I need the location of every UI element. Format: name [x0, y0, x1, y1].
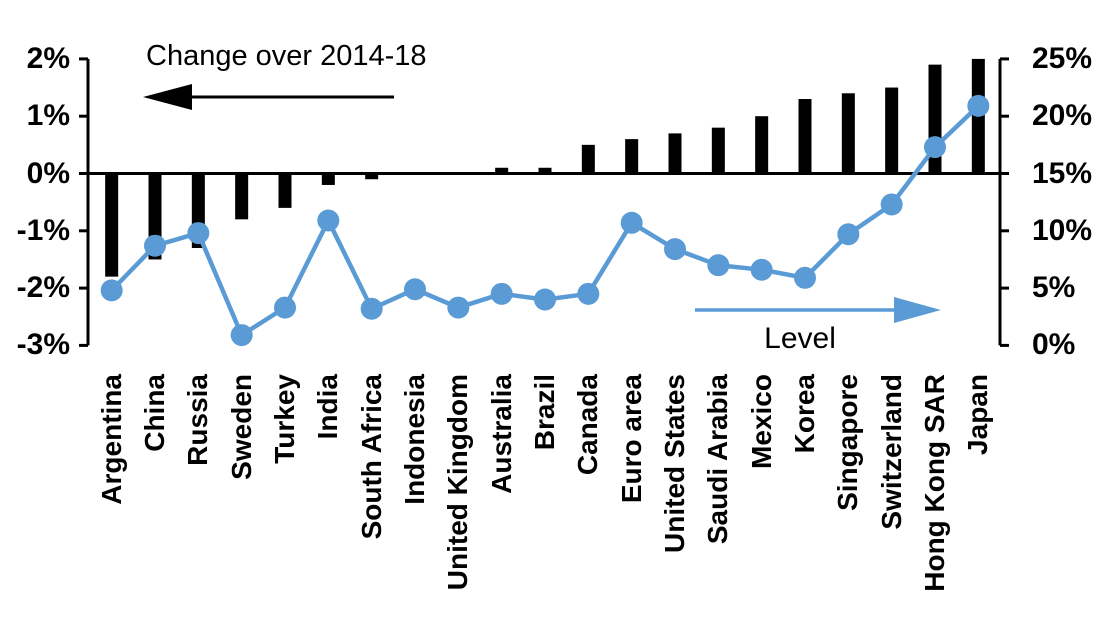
left-axis-tick-label: 0% [26, 156, 70, 190]
right-axis-tick-label: 5% [1032, 271, 1076, 305]
level-dot [577, 282, 600, 305]
level-dot [490, 282, 513, 305]
category-label: China [139, 374, 170, 452]
level-dot [750, 258, 773, 281]
level-dot [317, 209, 340, 232]
change-bar [841, 93, 855, 174]
change-bar [798, 99, 812, 174]
change-bar [711, 127, 725, 174]
category-label: Indonesia [399, 374, 430, 505]
level-dot [404, 278, 426, 301]
category-label: India [312, 374, 344, 440]
level-arrow-head [894, 297, 941, 323]
level-dot [360, 297, 383, 320]
right-axis-tick-label: 25% [1032, 41, 1093, 75]
category-label: Singapore [832, 374, 864, 511]
category-label: Japan [962, 374, 994, 455]
level-dot [794, 266, 816, 289]
change-bar [755, 116, 769, 174]
category-label: Mexico [745, 374, 777, 469]
category-label: Euro area [615, 374, 647, 504]
left-axis-tick-label: -2% [16, 271, 70, 305]
level-dot [274, 296, 296, 319]
left-axis-tick-label: 2% [26, 41, 70, 75]
level-dot [447, 296, 470, 319]
level-dot [837, 223, 860, 246]
category-label: South Africa [355, 374, 387, 540]
category-label: United States [659, 374, 690, 553]
category-label: United Kingdom [442, 374, 474, 591]
change-bar [625, 139, 639, 174]
change-bar [235, 173, 249, 220]
level-series-label: Level [764, 322, 836, 355]
change-bar [495, 167, 509, 174]
level-dot [187, 222, 210, 245]
category-label: Turkey [269, 374, 300, 464]
change-bar [278, 173, 292, 208]
change-bar [365, 173, 379, 180]
level-dot [534, 288, 556, 311]
level-dot [100, 279, 123, 302]
category-label: Switzerland [875, 374, 907, 530]
level-dot [230, 324, 253, 347]
change-series-label: Change over 2014-18 [146, 40, 427, 72]
category-label: Korea [789, 374, 820, 454]
left-axis-tick-label: 1% [26, 99, 70, 133]
right-axis-tick-label: 0% [1032, 328, 1076, 362]
change-bar [885, 87, 899, 174]
category-label: Argentina [95, 374, 127, 505]
level-dot [144, 234, 166, 257]
change-bar [581, 144, 595, 174]
change-bar [668, 133, 682, 174]
level-dot [967, 94, 990, 117]
category-label: Brazil [529, 374, 560, 451]
right-axis-tick-label: 15% [1032, 156, 1093, 190]
change-bar [538, 167, 552, 174]
level-dot [707, 254, 730, 277]
category-label: Russia [182, 374, 214, 466]
level-dot [880, 193, 903, 216]
right-axis-tick-label: 20% [1032, 99, 1093, 133]
right-axis-tick-label: 10% [1032, 213, 1093, 247]
change-bar [321, 173, 335, 185]
left-axis-tick-label: -1% [16, 213, 70, 247]
category-label: Canada [572, 374, 604, 476]
category-label: Hong Kong SAR [919, 374, 950, 592]
level-dot [664, 238, 686, 261]
left-axis-tick-label: -3% [16, 328, 70, 362]
category-label: Saudi Arabia [702, 374, 734, 545]
change-bar [105, 173, 119, 277]
level-dot [620, 211, 643, 234]
category-label: Australia [485, 374, 517, 494]
category-label: Sweden [225, 374, 257, 480]
level-dot [924, 136, 946, 159]
change-arrow-head [143, 84, 192, 110]
